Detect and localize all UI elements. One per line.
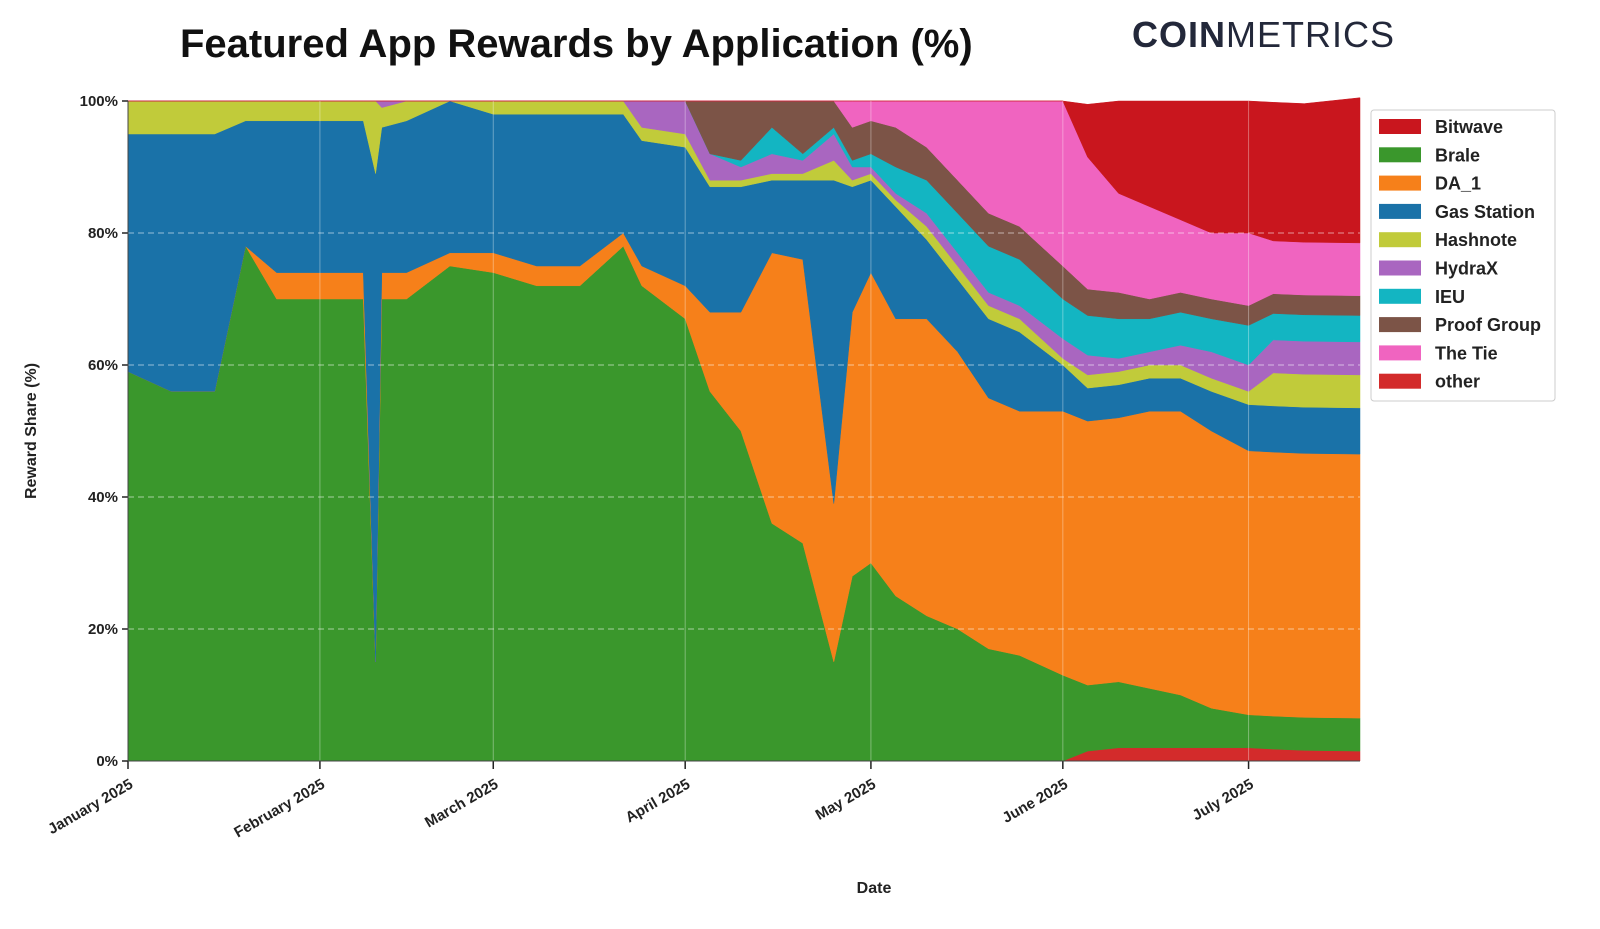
legend-swatch-gas-station	[1379, 203, 1421, 219]
legend-swatch-da-1	[1379, 175, 1421, 191]
legend-label-bitwave: Bitwave	[1435, 117, 1503, 137]
x-tick-label: June 2025	[1000, 776, 1071, 827]
legend-label-brale: Brale	[1435, 145, 1480, 165]
legend-label-proof-group: Proof Group	[1435, 315, 1541, 335]
area-series-bitwave	[128, 97, 1361, 244]
legend: Bitwave Brale DA_1 Gas Station Hashnote Hydra…	[1370, 109, 1556, 402]
y-tick-label: 40%	[88, 489, 118, 506]
legend-swatch-the-tie	[1379, 345, 1421, 361]
legend-swatch-hydrax	[1379, 260, 1421, 276]
legend-swatch-brale	[1379, 147, 1421, 163]
x-tick-label: March 2025	[422, 776, 501, 832]
legend-label-ieu: IEU	[1435, 287, 1465, 307]
x-tick-label: July 2025	[1190, 776, 1257, 825]
brand-logo: COINMETRICS	[1132, 14, 1395, 56]
legend-swatch-hashnote	[1379, 232, 1421, 248]
y-tick-label: 100%	[80, 93, 118, 110]
legend-swatch-proof-group	[1379, 317, 1421, 333]
legend-label-hashnote: Hashnote	[1435, 230, 1517, 250]
legend-swatch-ieu	[1379, 288, 1421, 304]
chart-title: Featured App Rewards by Application (%)	[180, 22, 973, 66]
x-axis-label: Date	[857, 880, 892, 897]
legend-label-da-1: DA_1	[1435, 174, 1481, 194]
y-axis-label: Reward Share (%)	[23, 363, 40, 499]
y-tick-label: 20%	[88, 621, 118, 638]
y-tick-label: 60%	[88, 357, 118, 374]
y-tick-label: 0%	[96, 753, 118, 770]
y-tick-label: 80%	[88, 225, 118, 242]
x-tick-label: May 2025	[813, 776, 879, 824]
legend-label-gas-station: Gas Station	[1435, 202, 1535, 222]
legend-swatch-bitwave	[1379, 119, 1421, 134]
area-series-group	[127, 97, 1361, 762]
x-tick-label: February 2025	[231, 776, 328, 842]
brand-logo-part1: COIN	[1132, 14, 1226, 55]
legend-label-other: other	[1435, 372, 1480, 392]
legend-label-hydrax: HydraX	[1435, 259, 1498, 279]
brand-logo-part2: METRICS	[1226, 14, 1395, 55]
x-tick-label: April 2025	[623, 776, 694, 827]
legend-label-the-tie: The Tie	[1435, 343, 1498, 363]
legend-swatch-other	[1379, 373, 1421, 389]
x-tick-label: January 2025	[45, 776, 136, 838]
